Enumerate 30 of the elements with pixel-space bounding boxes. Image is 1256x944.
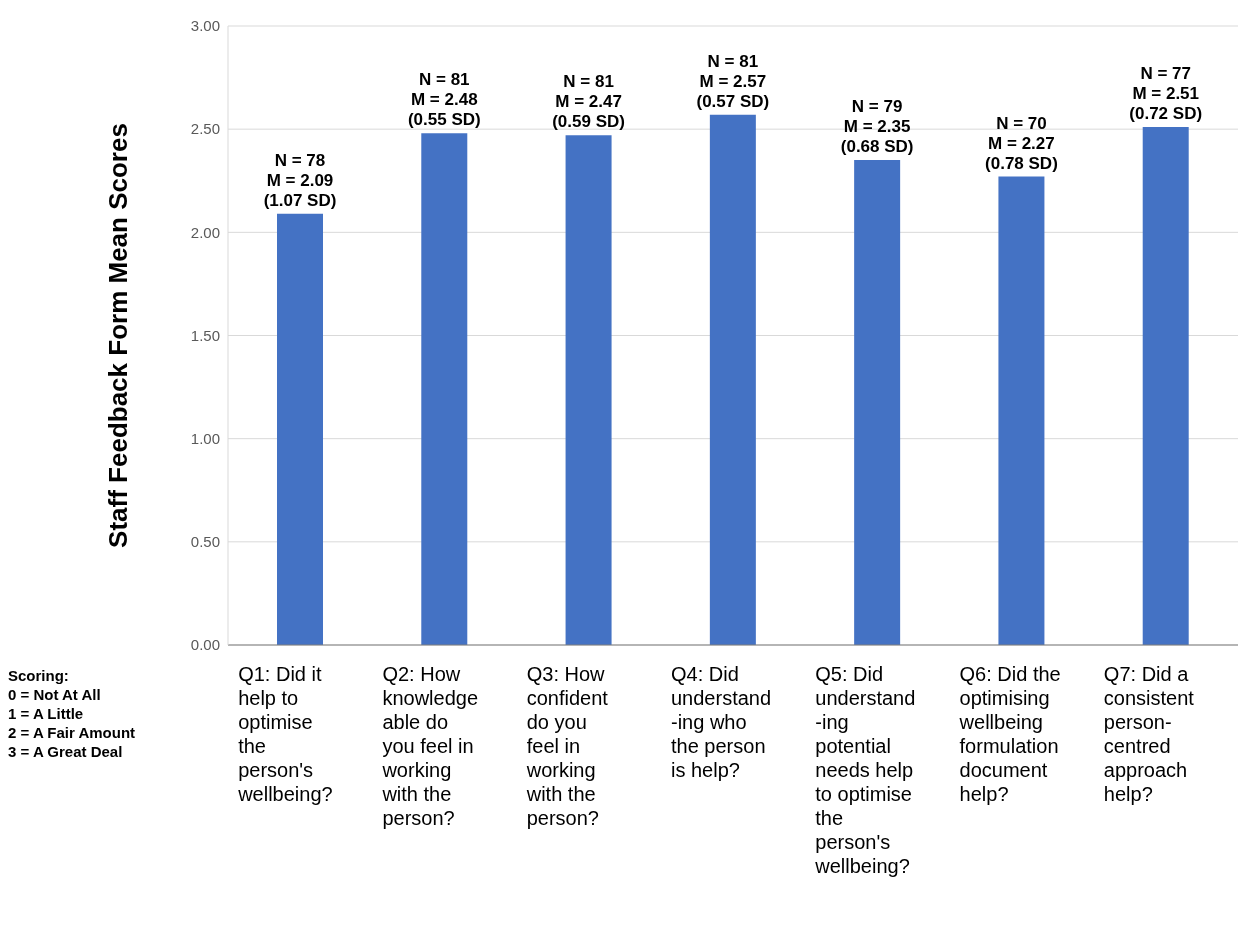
data-label: N = 81 M = 2.48 (0.55 SD): [407, 70, 481, 130]
data-label: N = 81 M = 2.47 (0.59 SD): [552, 72, 625, 132]
data-label: N = 79 M = 2.35 (0.68 SD): [840, 97, 914, 157]
bar: [1142, 127, 1189, 645]
x-tick-label: Q3: How confident do you feel in working with the person?: [525, 663, 609, 829]
bar: [854, 160, 901, 645]
category-label: Q5: Did understand -ing potential needs help to optimise the person's wellbeing?: [815, 663, 916, 877]
data-label: N = 78 M = 2.09 (1.07 SD): [263, 150, 337, 210]
x-tick-label: Q2: How knowledge able do you feel in working with the person?: [381, 663, 479, 829]
bar: [565, 135, 612, 645]
y-tick-label: 2.50: [190, 120, 220, 138]
text: Scoring: 0 = Not At All 1 = A Little 2 = A Fair Amount 3 = A Great Deal: [8, 666, 136, 761]
y-tick-label: 2.00: [190, 223, 220, 241]
y-tick-label: 1.00: [190, 429, 220, 447]
data-label: N = 70 M = 2.27 (0.78 SD): [985, 113, 1058, 173]
bar: [709, 114, 756, 645]
bar: [421, 133, 468, 645]
y-axis-title: Staff Feedback Form Mean Scores: [103, 123, 134, 548]
x-tick-label: Q6: Did the optimising wellbeing formulation document help?: [958, 663, 1061, 805]
y-tick-label: 0.00: [190, 636, 220, 654]
y-tick-label: 1.50: [190, 326, 220, 344]
bar: [277, 213, 323, 645]
y-tick-label: 0.50: [190, 533, 220, 551]
x-tick-label: Q1: Did it help to optimise the person's wellbeing?: [237, 663, 333, 805]
data-label: N = 81 M = 2.57 (0.57 SD): [696, 51, 770, 111]
data-label: N = 77 M = 2.51 (0.72 SD): [1129, 64, 1203, 124]
bar: [998, 176, 1045, 645]
x-tick-label: Q4: Did understand -ing who the person is help?: [671, 663, 772, 781]
y-tick-label: 3.00: [190, 17, 220, 35]
x-tick-label: Q7: Did a consistent person- centred approach help?: [1103, 663, 1195, 805]
